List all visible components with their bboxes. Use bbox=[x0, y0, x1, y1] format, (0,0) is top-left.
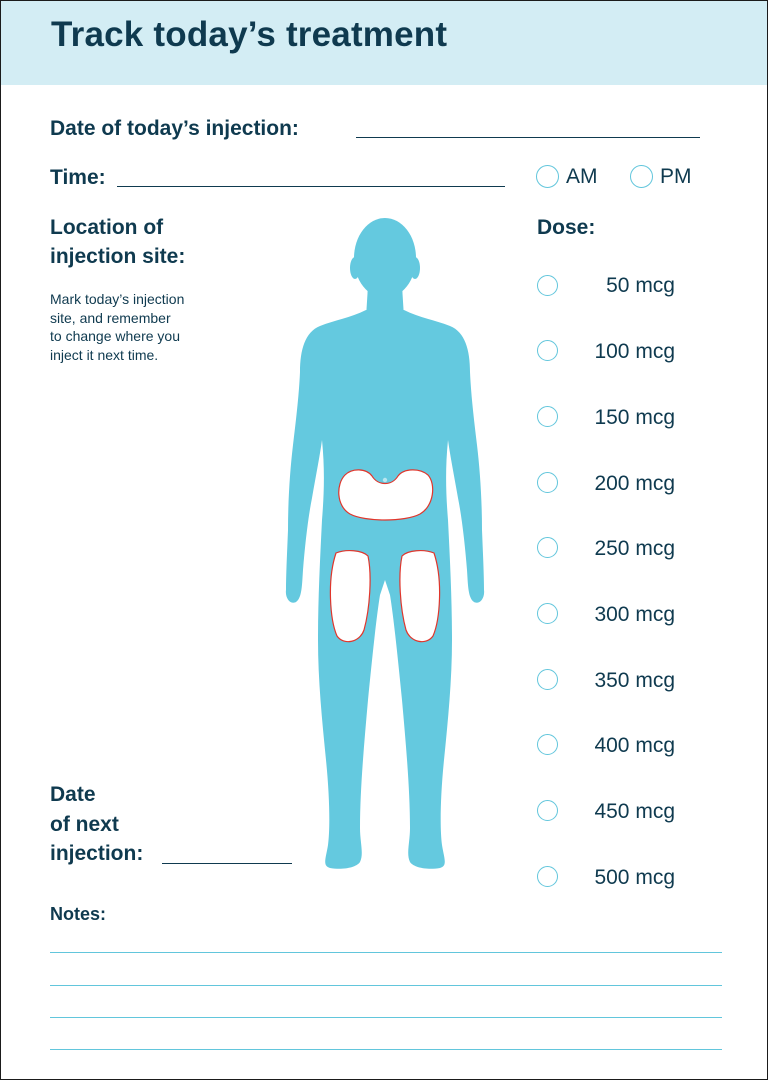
notes-line[interactable] bbox=[50, 1049, 722, 1050]
dose-radio-250[interactable] bbox=[537, 537, 558, 558]
body-silhouette bbox=[285, 310, 485, 869]
dose-option-label: 250 mcg bbox=[594, 537, 675, 560]
dose-label: Dose: bbox=[537, 216, 596, 239]
dose-option-label: 500 mcg bbox=[594, 866, 675, 889]
next-date-label-line3: injection: bbox=[50, 842, 144, 865]
time-label: Time: bbox=[50, 166, 106, 189]
dose-option-label: 350 mcg bbox=[594, 669, 675, 692]
notes-line[interactable] bbox=[50, 985, 722, 986]
location-hint: Mark today’s injection site, and remembe… bbox=[50, 290, 184, 364]
right-thigh-site bbox=[399, 550, 441, 643]
head-shape bbox=[354, 218, 416, 298]
dose-option-label: 400 mcg bbox=[594, 734, 675, 757]
time-field[interactable] bbox=[117, 186, 505, 187]
dose-option-label: 200 mcg bbox=[594, 472, 675, 495]
dose-option-label: 300 mcg bbox=[594, 603, 675, 626]
notes-line[interactable] bbox=[50, 1017, 722, 1018]
dose-radio-450[interactable] bbox=[537, 800, 558, 821]
next-date-label-line2: of next bbox=[50, 813, 119, 836]
next-date-label-line1: Date bbox=[50, 783, 96, 806]
dose-option-label: 100 mcg bbox=[594, 340, 675, 363]
date-label: Date of today’s injection: bbox=[50, 117, 299, 140]
location-hint-line: to change where you bbox=[50, 328, 180, 344]
location-label-line1: Location of bbox=[50, 216, 164, 239]
dose-option-label: 150 mcg bbox=[594, 406, 675, 429]
pm-radio[interactable] bbox=[630, 165, 653, 188]
am-radio[interactable] bbox=[536, 165, 559, 188]
abdomen-site bbox=[338, 469, 434, 521]
am-label: AM bbox=[566, 165, 598, 188]
dose-radio-200[interactable] bbox=[537, 472, 558, 493]
navel-dot bbox=[382, 477, 388, 483]
page-title: Track today’s treatment bbox=[51, 15, 448, 54]
dose-radio-500[interactable] bbox=[537, 866, 558, 887]
dose-radio-50[interactable] bbox=[537, 275, 558, 296]
location-hint-line: inject it next time. bbox=[50, 346, 159, 363]
dose-option-label: 450 mcg bbox=[594, 800, 675, 823]
header-banner: Track today’s treatment bbox=[1, 1, 767, 85]
dose-radio-150[interactable] bbox=[537, 406, 558, 427]
location-hint-line: site, and remember bbox=[50, 309, 171, 326]
next-date-field[interactable] bbox=[162, 863, 292, 864]
dose-radio-350[interactable] bbox=[537, 669, 558, 690]
human-body-figure bbox=[285, 218, 485, 869]
date-field[interactable] bbox=[356, 137, 700, 138]
location-label-line2: injection site: bbox=[50, 245, 186, 268]
pm-label: PM bbox=[660, 165, 692, 188]
dose-radio-100[interactable] bbox=[537, 340, 558, 361]
dose-radio-300[interactable] bbox=[537, 603, 558, 624]
notes-line[interactable] bbox=[50, 952, 722, 953]
left-thigh-site bbox=[329, 550, 371, 643]
dose-option-label: 50 mcg bbox=[606, 274, 675, 297]
dose-radio-400[interactable] bbox=[537, 734, 558, 755]
notes-label: Notes: bbox=[50, 904, 107, 924]
location-hint-line: Mark today’s injection bbox=[50, 291, 185, 307]
